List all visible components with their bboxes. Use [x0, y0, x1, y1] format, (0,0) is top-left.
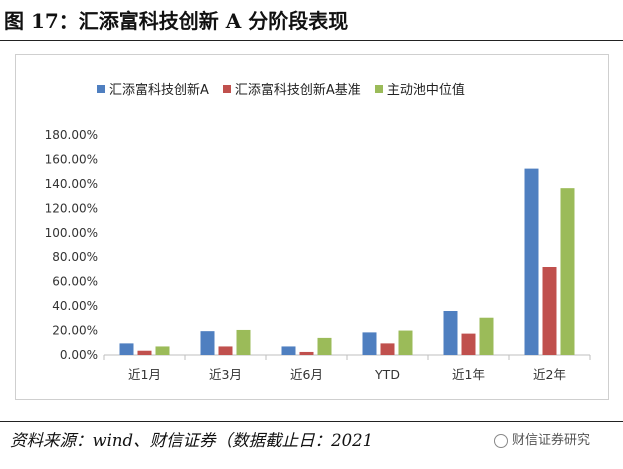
- legend-swatch-benchmark: [222, 84, 231, 93]
- y-tick-label: 40.00%: [52, 299, 98, 313]
- legend-swatch-fund: [97, 84, 105, 93]
- bar: [542, 267, 557, 355]
- watermark: 财信证券研究: [488, 428, 597, 454]
- x-category-label: YTD: [374, 367, 400, 382]
- bar: [479, 317, 494, 355]
- y-tick-label: 120.00%: [45, 201, 98, 215]
- y-tick-label: 0.00%: [60, 348, 98, 362]
- bar: [281, 346, 296, 355]
- wechat-icon: [494, 434, 508, 448]
- x-category-label: 近2年: [533, 367, 566, 382]
- source-note: 资料来源：wind、财信证券（数据截止日：2021: [10, 431, 374, 450]
- chart-frame: [15, 54, 609, 400]
- bar: [236, 329, 251, 355]
- y-tick-label: 100.00%: [45, 226, 98, 240]
- x-category-label: 近1月: [128, 367, 161, 382]
- bar: [155, 346, 170, 355]
- figure-title: 图 17：汇添富科技创新 A 分阶段表现: [4, 9, 349, 33]
- legend-label-median: 主动池中位值: [386, 83, 465, 98]
- legend-item-fund: 汇添富科技创新A: [97, 79, 209, 98]
- bar: [137, 350, 152, 355]
- x-category-label: 近6月: [290, 367, 323, 382]
- legend-label-fund: 汇添富科技创新A: [109, 83, 209, 98]
- legend-swatch-median: [374, 84, 383, 93]
- x-category-label: 近3月: [209, 367, 242, 382]
- y-tick-label: 20.00%: [52, 324, 98, 338]
- y-tick-label: 80.00%: [52, 250, 98, 264]
- bar: [380, 343, 395, 355]
- bar: [362, 332, 377, 355]
- bottom-rule: [0, 421, 623, 422]
- legend-item-median: 主动池中位值: [374, 79, 465, 98]
- top-rule: [0, 40, 623, 41]
- bar: [443, 311, 458, 355]
- bar: [560, 188, 575, 355]
- legend-label-benchmark: 汇添富科技创新A基准: [234, 83, 361, 98]
- x-category-label: 近1年: [452, 367, 485, 382]
- bar: [524, 168, 539, 355]
- y-tick-label: 180.00%: [45, 128, 98, 142]
- bar: [299, 351, 314, 355]
- bar: [218, 346, 233, 355]
- bar: [119, 343, 134, 355]
- y-tick-label: 140.00%: [45, 177, 98, 191]
- y-tick-label: 60.00%: [52, 275, 98, 289]
- bar: [317, 337, 332, 355]
- bar: [461, 333, 476, 355]
- chart-legend: 汇添富科技创新A 汇添富科技创新A基准 主动池中位值: [97, 79, 465, 98]
- y-tick-label: 160.00%: [45, 152, 98, 166]
- watermark-text: 财信证券研究: [512, 433, 591, 448]
- bar: [398, 330, 413, 355]
- legend-item-benchmark: 汇添富科技创新A基准: [222, 79, 361, 98]
- bar: [200, 331, 215, 355]
